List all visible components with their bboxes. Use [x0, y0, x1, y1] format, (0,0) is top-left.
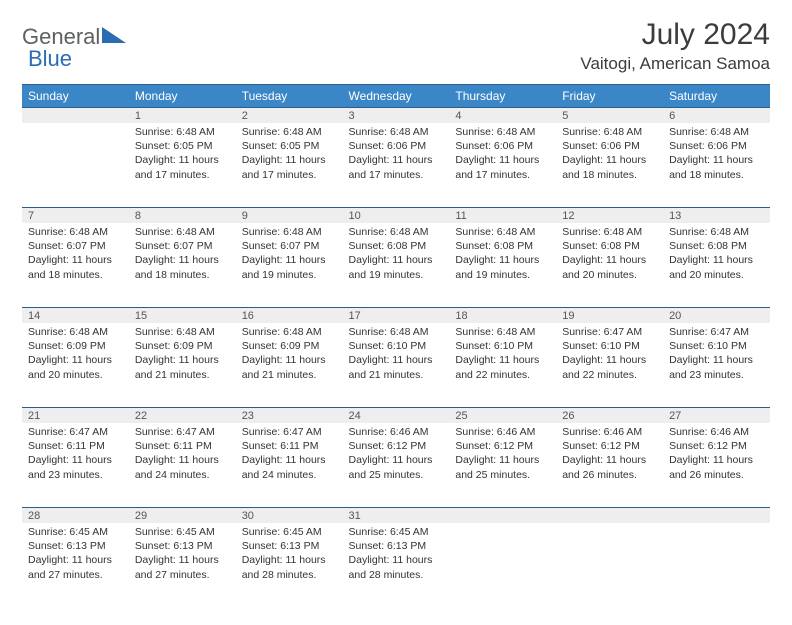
day-details: Sunrise: 6:48 AMSunset: 6:06 PMDaylight:…: [449, 123, 556, 190]
day-details: Sunrise: 6:48 AMSunset: 6:08 PMDaylight:…: [343, 223, 450, 290]
day-data-row: Sunrise: 6:45 AMSunset: 6:13 PMDaylight:…: [22, 523, 770, 607]
empty-day-number: [449, 507, 556, 523]
day-data-row: Sunrise: 6:48 AMSunset: 6:07 PMDaylight:…: [22, 223, 770, 307]
day-details: Sunrise: 6:45 AMSunset: 6:13 PMDaylight:…: [22, 523, 129, 590]
day-number: 4: [449, 107, 556, 123]
day-number: 21: [22, 407, 129, 423]
day-details: Sunrise: 6:48 AMSunset: 6:05 PMDaylight:…: [236, 123, 343, 190]
day-number-row: 78910111213: [22, 207, 770, 223]
day-number: 3: [343, 107, 450, 123]
day-details: Sunrise: 6:46 AMSunset: 6:12 PMDaylight:…: [556, 423, 663, 490]
weekday-header-row: SundayMondayTuesdayWednesdayThursdayFrid…: [22, 85, 770, 108]
day-number: 9: [236, 207, 343, 223]
logo-text-2: Blue: [28, 46, 72, 72]
day-details: Sunrise: 6:45 AMSunset: 6:13 PMDaylight:…: [129, 523, 236, 590]
weekday-header: Tuesday: [236, 85, 343, 108]
day-details: Sunrise: 6:48 AMSunset: 6:09 PMDaylight:…: [236, 323, 343, 390]
weekday-header: Saturday: [663, 85, 770, 108]
day-number: 8: [129, 207, 236, 223]
weekday-header: Friday: [556, 85, 663, 108]
day-number-row: 123456: [22, 107, 770, 123]
day-details: Sunrise: 6:47 AMSunset: 6:10 PMDaylight:…: [663, 323, 770, 390]
day-details: Sunrise: 6:48 AMSunset: 6:06 PMDaylight:…: [663, 123, 770, 190]
day-details: Sunrise: 6:48 AMSunset: 6:07 PMDaylight:…: [129, 223, 236, 290]
day-details: Sunrise: 6:47 AMSunset: 6:11 PMDaylight:…: [129, 423, 236, 490]
day-number: 27: [663, 407, 770, 423]
month-title: July 2024: [580, 18, 770, 52]
day-details: Sunrise: 6:45 AMSunset: 6:13 PMDaylight:…: [343, 523, 450, 590]
day-details: Sunrise: 6:47 AMSunset: 6:10 PMDaylight:…: [556, 323, 663, 390]
day-number: 10: [343, 207, 450, 223]
day-details: Sunrise: 6:48 AMSunset: 6:08 PMDaylight:…: [556, 223, 663, 290]
day-number: 2: [236, 107, 343, 123]
day-number: 26: [556, 407, 663, 423]
day-number: 15: [129, 307, 236, 323]
day-details: Sunrise: 6:48 AMSunset: 6:08 PMDaylight:…: [449, 223, 556, 290]
location: Vaitogi, American Samoa: [580, 54, 770, 74]
day-number: 7: [22, 207, 129, 223]
weekday-header: Thursday: [449, 85, 556, 108]
weekday-header: Wednesday: [343, 85, 450, 108]
day-data-row: Sunrise: 6:48 AMSunset: 6:09 PMDaylight:…: [22, 323, 770, 407]
title-block: July 2024 Vaitogi, American Samoa: [580, 18, 770, 74]
day-details: Sunrise: 6:48 AMSunset: 6:05 PMDaylight:…: [129, 123, 236, 190]
day-details: Sunrise: 6:46 AMSunset: 6:12 PMDaylight:…: [663, 423, 770, 490]
day-number-row: 14151617181920: [22, 307, 770, 323]
day-details: Sunrise: 6:48 AMSunset: 6:06 PMDaylight:…: [556, 123, 663, 190]
day-details: Sunrise: 6:48 AMSunset: 6:10 PMDaylight:…: [343, 323, 450, 390]
day-data-row: Sunrise: 6:48 AMSunset: 6:05 PMDaylight:…: [22, 123, 770, 207]
logo-triangle-icon: [102, 25, 126, 50]
day-details: Sunrise: 6:47 AMSunset: 6:11 PMDaylight:…: [22, 423, 129, 490]
day-details: Sunrise: 6:46 AMSunset: 6:12 PMDaylight:…: [449, 423, 556, 490]
day-number: 17: [343, 307, 450, 323]
day-details: Sunrise: 6:48 AMSunset: 6:07 PMDaylight:…: [236, 223, 343, 290]
day-details: Sunrise: 6:48 AMSunset: 6:09 PMDaylight:…: [129, 323, 236, 390]
day-number: 1: [129, 107, 236, 123]
day-number: 29: [129, 507, 236, 523]
day-number: 14: [22, 307, 129, 323]
day-number: 18: [449, 307, 556, 323]
day-number: 19: [556, 307, 663, 323]
day-details: Sunrise: 6:48 AMSunset: 6:08 PMDaylight:…: [663, 223, 770, 290]
day-number: 24: [343, 407, 450, 423]
empty-day-number: [556, 507, 663, 523]
day-number: 6: [663, 107, 770, 123]
day-details: Sunrise: 6:45 AMSunset: 6:13 PMDaylight:…: [236, 523, 343, 590]
day-details: Sunrise: 6:48 AMSunset: 6:07 PMDaylight:…: [22, 223, 129, 290]
empty-day-number: [663, 507, 770, 523]
day-details: Sunrise: 6:48 AMSunset: 6:09 PMDaylight:…: [22, 323, 129, 390]
weekday-header: Sunday: [22, 85, 129, 108]
day-number: 31: [343, 507, 450, 523]
day-data-row: Sunrise: 6:47 AMSunset: 6:11 PMDaylight:…: [22, 423, 770, 507]
header: General July 2024 Vaitogi, American Samo…: [22, 18, 770, 74]
day-number: 20: [663, 307, 770, 323]
day-number: 25: [449, 407, 556, 423]
day-number: 11: [449, 207, 556, 223]
empty-day-number: [22, 107, 129, 123]
day-number: 23: [236, 407, 343, 423]
day-number: 28: [22, 507, 129, 523]
calendar-table: SundayMondayTuesdayWednesdayThursdayFrid…: [22, 84, 770, 607]
day-details: Sunrise: 6:48 AMSunset: 6:06 PMDaylight:…: [343, 123, 450, 190]
day-number: 13: [663, 207, 770, 223]
day-number: 22: [129, 407, 236, 423]
day-number: 5: [556, 107, 663, 123]
weekday-header: Monday: [129, 85, 236, 108]
day-details: Sunrise: 6:46 AMSunset: 6:12 PMDaylight:…: [343, 423, 450, 490]
day-details: Sunrise: 6:48 AMSunset: 6:10 PMDaylight:…: [449, 323, 556, 390]
day-number-row: 21222324252627: [22, 407, 770, 423]
day-number: 16: [236, 307, 343, 323]
day-number: 30: [236, 507, 343, 523]
day-number-row: 28293031: [22, 507, 770, 523]
day-number: 12: [556, 207, 663, 223]
day-details: Sunrise: 6:47 AMSunset: 6:11 PMDaylight:…: [236, 423, 343, 490]
